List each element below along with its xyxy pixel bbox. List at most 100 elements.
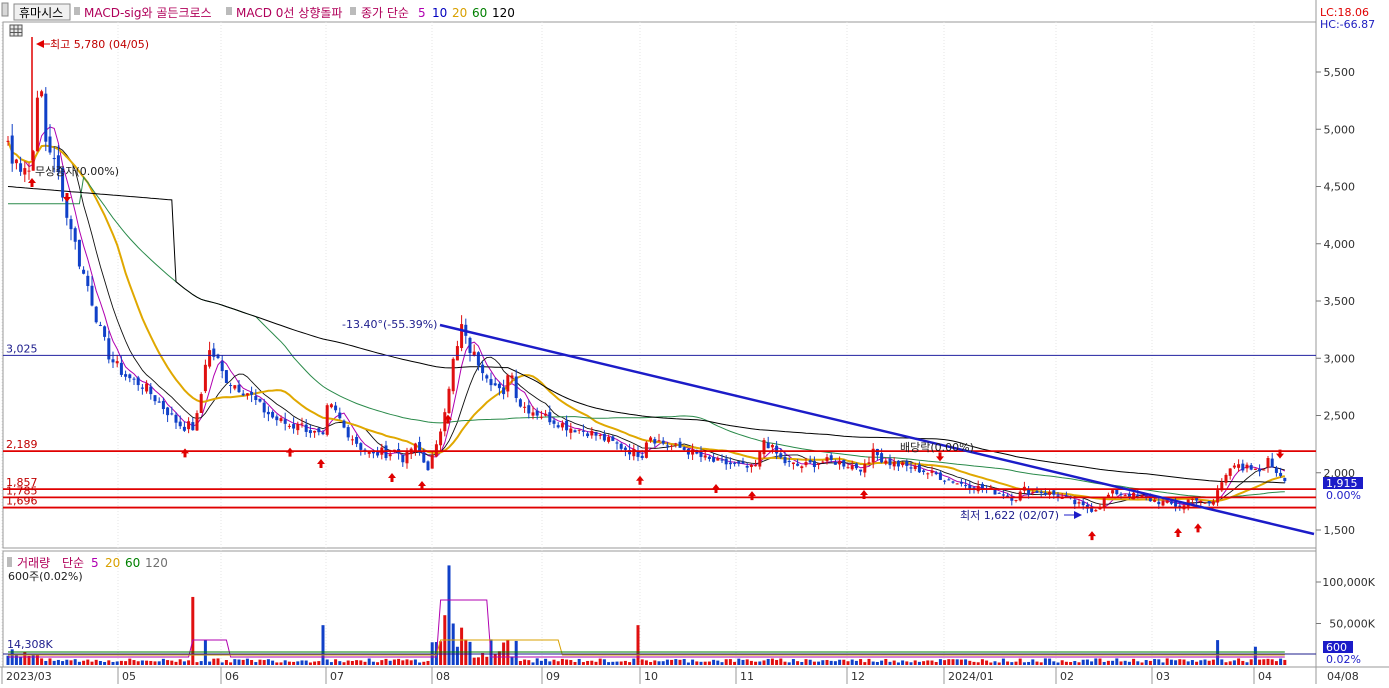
candle-body [166, 407, 170, 416]
volume-bar [216, 658, 220, 665]
candle-body [707, 456, 711, 459]
candle-body [271, 411, 275, 418]
price-tick-label: 2,000 [1324, 467, 1356, 480]
candle-body [913, 465, 917, 470]
ma-60-label: 60 [472, 6, 487, 20]
stock-name-tab[interactable] [13, 3, 71, 21]
volume-bar [1014, 661, 1018, 665]
candle-body [766, 442, 770, 449]
volume-bar [754, 661, 758, 665]
volume-bar [1006, 661, 1010, 665]
volume-bar [447, 565, 451, 665]
volume-bar [955, 659, 959, 665]
volume-bar [1001, 658, 1005, 665]
volume-bar [1043, 658, 1047, 665]
candle-body [1266, 458, 1270, 468]
candle-body [262, 402, 266, 413]
candle-body [245, 393, 249, 396]
volume-bar [674, 659, 678, 665]
volume-bar [619, 661, 623, 665]
buy-arrow [748, 491, 756, 501]
candle-body [539, 416, 543, 418]
trend-line[interactable] [439, 323, 1315, 536]
volume-bar [136, 661, 140, 665]
candle-body [52, 157, 56, 160]
volume-bar [1136, 661, 1140, 665]
candle-body [69, 219, 73, 230]
volume-bar [1060, 660, 1064, 665]
current-price-label: 1,915 [1326, 477, 1358, 490]
volume-bar [6, 655, 10, 665]
volume-bar [250, 659, 254, 665]
candle-body [14, 159, 18, 164]
candle-body [560, 423, 564, 428]
candle-body [1228, 468, 1232, 476]
volume-bar [964, 659, 968, 665]
candle-body [598, 434, 602, 436]
volume-bar [283, 660, 287, 665]
candle-body [161, 400, 165, 410]
candle-body [510, 375, 514, 379]
volume-bar [1195, 661, 1199, 665]
candle-body [905, 461, 909, 466]
candle-body [947, 479, 951, 481]
candle-body [569, 428, 573, 433]
candle-body [565, 420, 569, 431]
grid-toggle-icon[interactable] [9, 24, 23, 37]
buy-arrow [712, 483, 720, 493]
candle-body [233, 385, 237, 389]
candle-body [140, 387, 144, 389]
volume-bar [909, 662, 913, 665]
candle-body [1153, 499, 1157, 502]
candle-body [1283, 477, 1287, 482]
price-tick-label: 4,500 [1324, 181, 1356, 194]
volume-bar [733, 661, 737, 665]
candle-body [712, 457, 716, 462]
candle-body [716, 458, 720, 461]
candle-body [808, 460, 812, 463]
volume-ref-label: 14,308K [7, 638, 53, 651]
indicator-macd-zero-label[interactable]: MACD 0선 상향돌파 [236, 6, 342, 20]
candle-body [124, 374, 128, 377]
candle-body [493, 383, 497, 386]
volume-bar [472, 657, 476, 665]
candle-body [451, 358, 455, 392]
volume-bar [77, 661, 81, 665]
candle-body [476, 352, 480, 366]
volume-bar [1157, 659, 1161, 665]
volume-bar [644, 660, 648, 665]
volume-bar [1090, 661, 1094, 665]
candle-body [338, 412, 342, 419]
candle-body [1279, 472, 1283, 476]
volume-bar [1148, 660, 1152, 665]
volume-ma-title: 단순 [62, 556, 84, 570]
volume-bar [1249, 659, 1253, 665]
volume-bar [712, 659, 716, 665]
candle-body [997, 492, 1001, 494]
hline-label: 3,025 [6, 342, 38, 355]
candle-body [1190, 498, 1194, 500]
candle-body [90, 285, 94, 306]
volume-bar [115, 661, 119, 665]
volume-bar [132, 660, 136, 665]
candle-body [1174, 501, 1178, 507]
volume-bar [581, 662, 585, 665]
ma-line-20 [7, 140, 1286, 502]
volume-bar [35, 654, 39, 665]
volume-bar [514, 640, 518, 665]
candle-body [317, 428, 321, 433]
volume-bar [1119, 661, 1123, 665]
candle-body [544, 413, 548, 416]
volume-bar [31, 654, 35, 665]
candle-body [842, 459, 846, 467]
candle-body [439, 431, 443, 446]
volume-bar [1262, 659, 1266, 665]
indicator-macd-sig-label[interactable]: MACD-sig와 골든크로스 [84, 6, 212, 20]
volume-bar [292, 661, 296, 665]
volume-bar [758, 661, 762, 665]
volume-bar [930, 660, 934, 665]
candle-body [871, 448, 875, 463]
candle-body [250, 392, 254, 395]
volume-bar [1144, 660, 1148, 665]
